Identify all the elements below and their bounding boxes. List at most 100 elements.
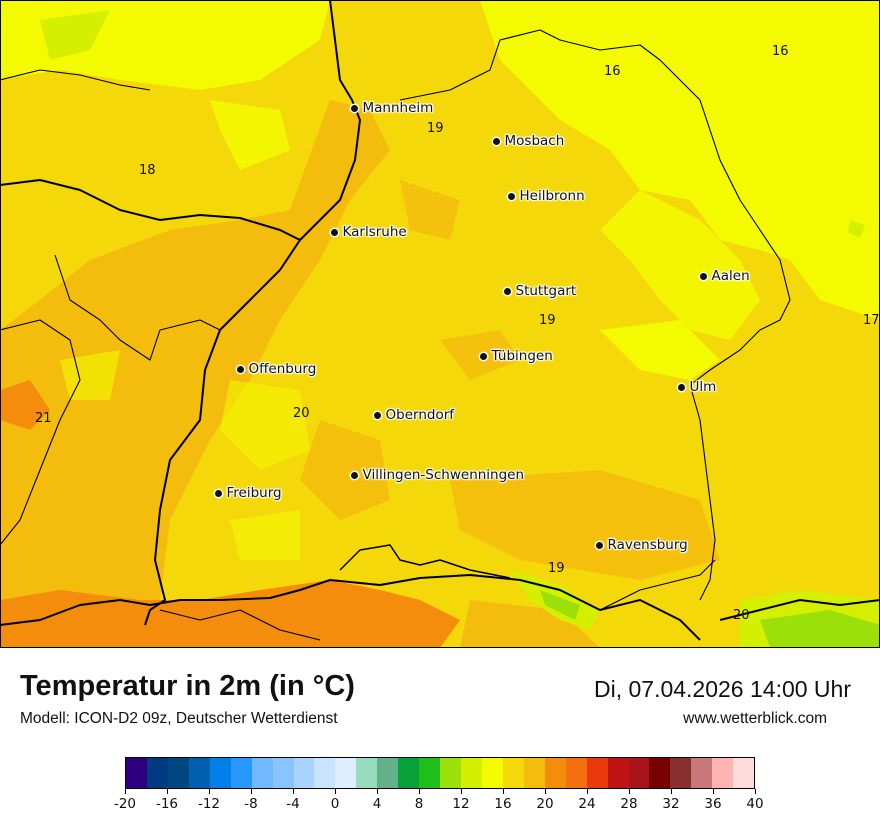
forecast-datetime: Di, 07.04.2026 14:00 Uhr — [593, 676, 851, 702]
city-dot-icon — [350, 104, 358, 112]
colorbar-tick-label: 8 — [414, 796, 424, 812]
colorbar-tick — [377, 789, 378, 794]
colorbar-segment — [146, 758, 168, 788]
colorbar-tick — [461, 789, 462, 794]
city-label: Oberndorf — [385, 407, 455, 423]
city-dot-icon — [492, 137, 500, 145]
colorbar-tick-label: 12 — [452, 796, 470, 812]
colorbar-tick — [167, 789, 168, 794]
city-dot-icon — [214, 489, 222, 497]
colorbar-ticks: -20 -16 -12 -8 -4 0 4 8 12 16 20 24 28 32 36 40 — [114, 789, 764, 819]
temperature-field — [0, 0, 880, 648]
colorbar-segment — [167, 758, 189, 788]
colorbar-tick — [755, 789, 756, 794]
colorbar-segment — [502, 758, 524, 788]
colorbar-segment — [461, 758, 482, 788]
isotherm-label: 19 — [548, 561, 565, 576]
colorbar-segment — [398, 758, 420, 788]
temperature-colorbar — [125, 757, 755, 789]
colorbar-segment — [481, 758, 503, 788]
colorbar-segment — [188, 758, 210, 788]
colorbar-tick-label: -4 — [286, 796, 300, 812]
city-label: Aalen — [711, 268, 750, 284]
model-source: Modell: ICON-D2 09z, Deutscher Wetterdie… — [20, 710, 338, 727]
city-label: Mosbach — [504, 133, 565, 149]
colorbar-tick — [419, 789, 420, 794]
city-marker: Freiburg — [214, 485, 282, 501]
colorbar-segment — [544, 758, 566, 788]
city-dot-icon — [699, 272, 707, 280]
city-dot-icon — [507, 192, 515, 200]
city-label: Offenburg — [248, 361, 317, 377]
colorbar-segment — [649, 758, 671, 788]
city-label: Mannheim — [362, 100, 434, 116]
colorbar-tick-label: 24 — [578, 796, 596, 812]
colorbar-tick-label: -12 — [197, 796, 221, 812]
colorbar-tick — [629, 789, 630, 794]
colorbar-segment — [440, 758, 461, 788]
city-label: Freiburg — [226, 485, 282, 501]
colorbar-tick — [125, 789, 126, 794]
website-link[interactable]: www.wetterblick.com — [683, 710, 827, 727]
colorbar-tick — [503, 789, 504, 794]
colorbar-segment — [230, 758, 252, 788]
colorbar-tick-label: -8 — [244, 796, 258, 812]
city-marker: Heilbronn — [507, 188, 585, 204]
city-dot-icon — [236, 365, 244, 373]
city-dot-icon — [373, 411, 381, 419]
isotherm-label: 19 — [427, 121, 444, 136]
colorbar-tick-label: 36 — [704, 796, 722, 812]
city-marker: Stuttgart — [503, 283, 577, 299]
isotherm-label: 18 — [139, 163, 156, 178]
city-label: Heilbronn — [519, 188, 585, 204]
colorbar-tick — [587, 789, 588, 794]
city-label: Ravensburg — [607, 537, 688, 553]
colorbar-segment — [670, 758, 692, 788]
city-dot-icon — [350, 471, 358, 479]
colorbar-tick-label: 4 — [372, 796, 382, 812]
colorbar-tick-label: -16 — [155, 796, 179, 812]
colorbar-segment — [272, 758, 294, 788]
colorbar-segment — [293, 758, 315, 788]
colorbar-tick-label: -20 — [113, 796, 137, 812]
colorbar-segment — [691, 758, 713, 788]
city-dot-icon — [479, 352, 487, 360]
isotherm-label: 16 — [604, 64, 621, 79]
city-marker: Karlsruhe — [330, 224, 407, 240]
city-label: Karlsruhe — [342, 224, 407, 240]
colorbar-segment — [335, 758, 357, 788]
city-dot-icon — [503, 287, 511, 295]
city-marker: Ravensburg — [595, 537, 688, 553]
colorbar-tick-label: 40 — [746, 796, 764, 812]
colorbar-segment — [377, 758, 399, 788]
city-label: Stuttgart — [515, 283, 577, 299]
colorbar-segment — [712, 758, 734, 788]
colorbar-tick — [545, 789, 546, 794]
isotherm-label: 20 — [733, 608, 750, 623]
city-marker: Aalen — [699, 268, 750, 284]
colorbar-segment — [126, 758, 147, 788]
city-marker: Offenburg — [236, 361, 317, 377]
chart-title: Temperatur in 2m (in °C) — [20, 670, 355, 702]
city-marker: Oberndorf — [373, 407, 455, 423]
colorbar-tick — [335, 789, 336, 794]
colorbar-tick — [293, 789, 294, 794]
colorbar-segment — [523, 758, 545, 788]
temperature-map: Mannheim Mosbach Heilbronn Karlsruhe Aalen St… — [0, 0, 880, 648]
city-dot-icon — [330, 228, 338, 236]
colorbar-tick — [713, 789, 714, 794]
colorbar-segment — [209, 758, 231, 788]
colorbar-segment — [419, 758, 441, 788]
colorbar-tick-label: 16 — [494, 796, 512, 812]
city-marker: Mosbach — [492, 133, 565, 149]
city-marker: Villingen-Schwenningen — [350, 467, 524, 483]
isotherm-label: 19 — [539, 313, 556, 328]
colorbar-tick-label: 20 — [536, 796, 554, 812]
colorbar-tick — [209, 789, 210, 794]
colorbar-segment — [733, 758, 755, 788]
city-label: Tübingen — [491, 348, 553, 364]
colorbar-tick-label: 32 — [662, 796, 680, 812]
city-marker: Tübingen — [479, 348, 553, 364]
colorbar-segment — [314, 758, 336, 788]
isotherm-label: 21 — [35, 411, 52, 426]
